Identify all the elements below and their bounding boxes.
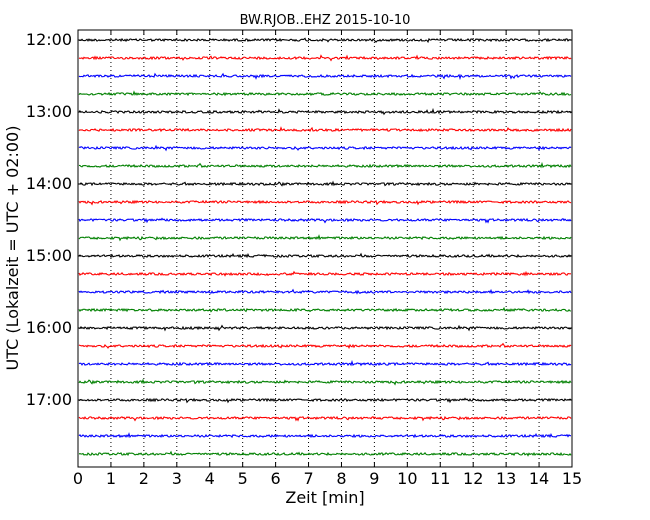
x-tick-label: 13: [496, 469, 516, 488]
y-tick-label: 17:00: [26, 390, 72, 409]
x-tick-label: 6: [271, 469, 281, 488]
trace-line: [78, 54, 572, 62]
y-tick-label: 15:00: [26, 246, 72, 265]
x-tick-label: 2: [139, 469, 149, 488]
x-tick-label: 0: [73, 469, 83, 488]
trace-line: [78, 161, 572, 169]
trace-line: [78, 270, 571, 277]
y-tick-label: 14:00: [26, 174, 72, 193]
trace-line: [78, 252, 572, 259]
y-tick-label: 13:00: [26, 102, 72, 121]
trace-line: [78, 359, 572, 367]
x-tick-label: 10: [397, 469, 417, 488]
trace-line: [78, 107, 572, 116]
x-tick-label: 3: [172, 469, 182, 488]
trace-line: [78, 450, 572, 457]
trace-line: [78, 342, 572, 350]
trace-line: [78, 397, 572, 404]
traces: [78, 37, 572, 457]
x-tick-label: 4: [205, 469, 215, 488]
x-tick-label: 9: [369, 469, 379, 488]
trace-line: [78, 126, 572, 133]
trace-line: [78, 90, 572, 97]
trace-line: [78, 180, 572, 187]
x-axis: 0 1 2 3 4 5 6 7 8 9 10 11 12 13 14 15: [73, 30, 582, 488]
trace-line: [78, 72, 572, 81]
y-axis: 12:00 13:00 14:00 15:00 16:00 17:00: [26, 30, 572, 409]
y-axis-label: UTC (Lokalzeit = UTC + 02:00): [3, 126, 22, 371]
trace-line: [78, 432, 572, 439]
x-tick-label: 14: [529, 469, 549, 488]
trace-line: [78, 288, 572, 295]
x-tick-label: 5: [238, 469, 248, 488]
x-tick-label: 7: [303, 469, 313, 488]
y-tick-label: 12:00: [26, 30, 72, 49]
trace-line: [78, 234, 572, 242]
trace-line: [78, 217, 572, 224]
x-tick-label: 15: [562, 469, 582, 488]
x-tick-label: 8: [336, 469, 346, 488]
trace-line: [78, 324, 572, 332]
trace-line: [78, 306, 572, 313]
grid: [110, 30, 540, 467]
x-axis-label: Zeit [min]: [285, 488, 364, 507]
chart-title: BW.RJOB..EHZ 2015-10-10: [240, 13, 411, 28]
x-tick-label: 12: [463, 469, 483, 488]
trace-line: [78, 37, 572, 44]
trace-line: [78, 199, 572, 206]
x-tick-label: 11: [430, 469, 450, 488]
trace-line: [78, 144, 572, 152]
plot-frame: [77, 29, 573, 468]
x-tick-label: 1: [106, 469, 116, 488]
y-tick-label: 16:00: [26, 318, 72, 337]
trace-line: [78, 415, 572, 422]
trace-line: [78, 378, 572, 386]
